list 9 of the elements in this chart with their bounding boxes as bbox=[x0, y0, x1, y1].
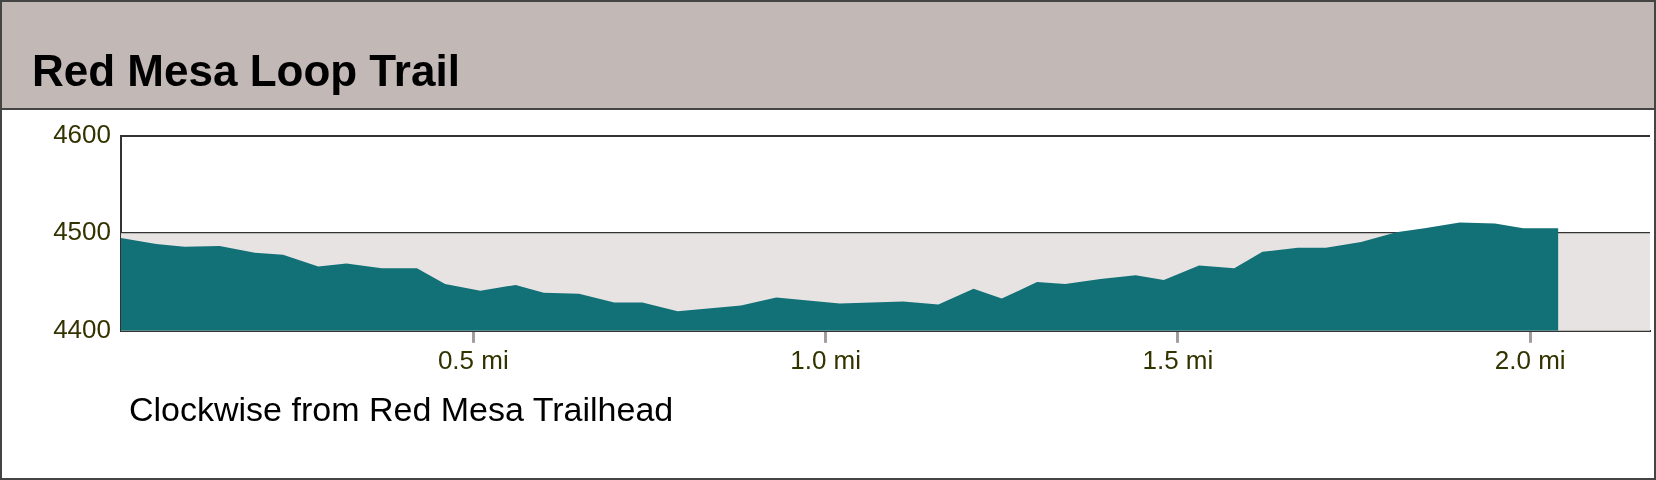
x-tick-label: 2.0 mi bbox=[1494, 344, 1566, 375]
y-tick-label: 4500 bbox=[53, 216, 111, 247]
x-tick-label: 1.0 mi bbox=[790, 344, 862, 375]
x-tick-label: 1.5 mi bbox=[1142, 344, 1214, 375]
y-tick-label: 4400 bbox=[53, 313, 111, 344]
text: Clockwise from Red Mesa Trailhead bbox=[129, 389, 674, 428]
y-tick-label: 4600 bbox=[53, 118, 111, 149]
chart-title: Red Mesa Loop Trail bbox=[32, 46, 460, 96]
x-tick-label: 0.5 mi bbox=[437, 344, 509, 375]
